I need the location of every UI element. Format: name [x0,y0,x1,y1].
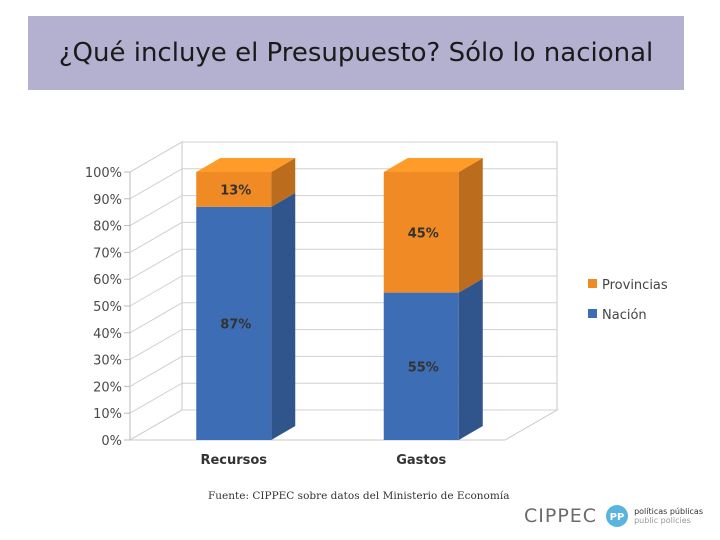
data-label: 87% [220,317,251,332]
legend-label: Nación [602,308,647,323]
y-tick-label: 10% [93,407,122,422]
title-banner: ¿Qué incluye el Presupuesto? Sólo lo nac… [28,16,684,90]
y-tick-label: 60% [93,273,122,288]
page-title: ¿Qué incluye el Presupuesto? Sólo lo nac… [58,38,654,68]
source-note: Fuente: CIPPEC sobre datos del Ministeri… [208,490,510,502]
bar-segment-side [458,278,483,440]
logo-tagline: políticas públicas public policies [634,507,703,525]
logo-tagline-line2: public policies [634,516,691,525]
y-tick-label: 40% [93,327,122,342]
x-category-label: Recursos [200,453,267,468]
chart-floor [128,409,559,441]
bar-segment-side [271,192,296,440]
y-tick-label: 90% [93,193,122,208]
bar-segment-side [458,158,483,293]
data-label: 45% [408,226,439,241]
logo-tagline-line1: políticas públicas [634,507,703,516]
bar-segment-top [196,158,296,172]
logo-wordmark: CIPPEC [524,505,598,527]
bar-segment-side [271,158,296,207]
bar-segment [196,206,272,440]
bar-segment [383,292,459,440]
gridline [129,141,557,173]
y-tick-label: 50% [93,300,122,315]
x-category-label: Gastos [396,453,446,468]
bar-segment-top [383,158,483,172]
y-tick-label: 20% [93,380,122,395]
legend-label: Provincias [602,278,668,293]
data-label: 55% [408,360,439,375]
logo-mark-letters: PP [610,512,625,523]
y-tick-label: 100% [85,166,122,181]
footer-logo: CIPPEC PP políticas públicas public poli… [524,504,703,528]
y-tick-label: 80% [93,220,122,235]
legend-swatch [588,309,597,318]
legend-swatch [588,279,597,288]
logo-mark-icon: PP [606,505,629,527]
y-tick-label: 0% [101,434,122,449]
y-tick-label: 70% [93,246,122,261]
data-label: 13% [220,183,251,198]
bar-segment [383,172,459,293]
y-tick-label: 30% [93,354,122,369]
bar-segment [196,172,272,207]
